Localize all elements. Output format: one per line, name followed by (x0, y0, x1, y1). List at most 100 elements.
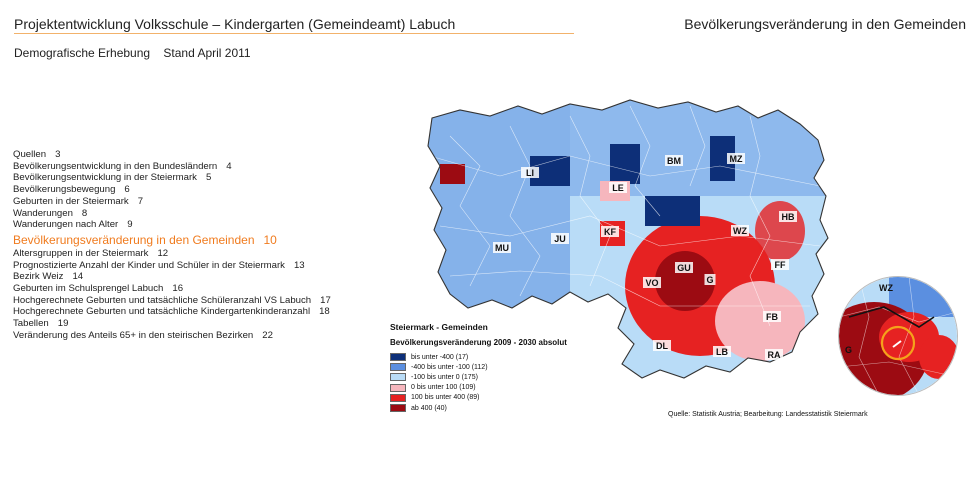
toc-item[interactable]: Prognostizierte Anzahl der Kinder und Sc… (13, 260, 331, 272)
source-note: Quelle: Statistik Austria; Bearbeitung: … (668, 411, 868, 418)
district-label-bg (521, 167, 539, 178)
legend-entry: 0 bis unter 100 (109) (390, 383, 567, 393)
toc-item[interactable]: Wanderungen nach Alter 9 (13, 219, 331, 231)
toc-item-label: Wanderungen (13, 207, 73, 219)
toc-item-label: Bevölkerungsbewegung (13, 184, 116, 196)
toc-item-label: Prognostizierte Anzahl der Kinder und Sc… (13, 259, 285, 271)
district-label-bg (665, 155, 683, 166)
page-title: Bevölkerungsveränderung in den Gemeinden (684, 16, 966, 32)
map-legend: Steiermark - Gemeinden Bevölkerungsverän… (390, 322, 567, 413)
district-label-ra: RA (768, 350, 781, 360)
toc-item[interactable]: Geburten in der Steiermark 7 (13, 196, 331, 208)
toc-item-page: 8 (81, 207, 88, 219)
district-label-le: LE (612, 183, 624, 193)
district-label-hb: HB (782, 212, 795, 222)
toc-item[interactable]: Hochgerechnete Geburten und tatsächliche… (13, 306, 331, 318)
toc-item[interactable]: Wanderungen 8 (13, 208, 331, 220)
zoom-inset-map: WZ G (839, 277, 957, 395)
toc-item-label: Hochgerechnete Geburten und tatsächliche… (13, 306, 311, 318)
toc-item[interactable]: Hochgerechnete Geburten und tatsächliche… (13, 295, 331, 307)
inset-label-g: G (845, 345, 852, 355)
toc-item-label: Hochgerechnete Geburten und tatsächliche… (13, 294, 312, 306)
toc-item-label: Geburten in der Steiermark (13, 195, 129, 207)
legend-swatch (390, 404, 406, 413)
toc-item-page: 22 (262, 329, 273, 341)
styria-outline (427, 99, 829, 379)
district-label-ju: JU (554, 234, 566, 244)
toc-item[interactable]: Bevölkerungsentwicklung in der Steiermar… (13, 172, 331, 184)
survey-label: Demografische Erhebung (14, 46, 151, 60)
legend-entry: -400 bis unter -100 (112) (390, 362, 567, 372)
toc-item[interactable]: Quellen 3 (13, 149, 331, 161)
toc-item[interactable]: Bevölkerungsbewegung 6 (13, 184, 331, 196)
district-label-bg (765, 349, 783, 360)
toc-item-page: 12 (157, 247, 169, 259)
legend-entry: -100 bis unter 0 (175) (390, 372, 567, 382)
toc-item-label: Altersgruppen in der Steiermark (13, 247, 149, 259)
toc-item[interactable]: Bevölkerungsentwicklung in den Bundeslän… (13, 161, 331, 173)
district-label-wz: WZ (733, 226, 747, 236)
date-label: Stand April 2011 (163, 46, 251, 60)
legend-entry: ab 400 (40) (390, 403, 567, 413)
region-le-dark (645, 196, 700, 226)
styria-map: LI BM MZ LE HB KF WZ MU JU GU G FF VO FB DL LB RA (420, 96, 840, 386)
document-title: Projektentwicklung Volksschule – Kinderg… (14, 16, 456, 32)
legend-entry: bis unter -400 (17) (390, 352, 567, 362)
legend-title: Steiermark - Gemeinden (390, 322, 488, 332)
zoom-inset: WZ G (838, 276, 958, 396)
district-label-bg (727, 153, 745, 164)
district-label-bg (763, 311, 781, 322)
district-label-fb: FB (766, 312, 778, 322)
district-label-mz: MZ (730, 154, 743, 164)
legend-subtitle: Bevölkerungsveränderung 2009 - 2030 abso… (390, 338, 567, 347)
district-label-kf: KF (604, 227, 616, 237)
toc-item-label: Veränderung des Anteils 65+ in den steir… (13, 329, 254, 341)
inset-label-wz: WZ (879, 283, 893, 293)
legend-label: 100 bis unter 400 (89) (411, 394, 480, 402)
table-of-contents: Quellen 3 Bevölkerungsentwicklung in den B… (13, 149, 331, 342)
choropleth-map: LI BM MZ LE HB KF WZ MU JU GU G FF VO FB DL LB RA (427, 99, 829, 379)
region-bm-dark (610, 144, 640, 184)
toc-item-label: Wanderungen nach Alter (13, 219, 119, 231)
legend-label: bis unter -400 (17) (411, 353, 469, 361)
highlight-point (892, 340, 902, 348)
legend-label: ab 400 (40) (411, 404, 447, 412)
toc-item[interactable]: Bevölkerungsveränderung in den Gemeinden… (13, 233, 331, 247)
district-label-bm: BM (667, 156, 681, 166)
toc-item-page: 10 (263, 232, 277, 247)
legend-swatch (390, 353, 406, 362)
toc-item-page: 6 (124, 184, 130, 196)
district-label-dl: DL (656, 341, 668, 351)
legend-label: 0 bis unter 100 (109) (411, 384, 476, 392)
district-label-bg (675, 262, 693, 273)
toc-item-page: 14 (72, 271, 84, 283)
toc-item-label: Geburten im Schulsprengel Labuch (13, 283, 164, 295)
district-label-bg (779, 211, 797, 222)
toc-item[interactable]: Altersgruppen in der Steiermark 12 (13, 248, 331, 260)
district-label-bg (493, 242, 511, 253)
district-label-bg (704, 274, 716, 285)
legend-label: -400 bis unter -100 (112) (411, 363, 488, 371)
toc-item-page: 3 (55, 149, 61, 160)
region-nw-red (440, 164, 465, 184)
header-divider (14, 33, 574, 34)
district-label-bg (771, 259, 789, 270)
toc-item-label: Bezirk Weiz (13, 271, 64, 283)
legend-entry: 100 bis unter 400 (89) (390, 393, 567, 403)
toc-item[interactable]: Bezirk Weiz 14 (13, 271, 331, 283)
toc-item-page: 16 (172, 283, 184, 295)
toc-item-label: Bevölkerungsveränderung in den Gemeinden (13, 232, 255, 247)
toc-item[interactable]: Geburten im Schulsprengel Labuch 16 (13, 283, 331, 295)
region-south-east (715, 281, 805, 361)
toc-item[interactable]: Veränderung des Anteils 65+ in den steir… (13, 330, 331, 342)
district-label-gu: GU (677, 263, 691, 273)
district-label-bg (551, 233, 569, 244)
legend-swatch (390, 373, 406, 382)
toc-item[interactable]: Tabellen 19 (13, 318, 331, 330)
district-label-mu: MU (495, 243, 509, 253)
toc-item-label: Quellen (13, 149, 47, 160)
subtitle: Demografische Erhebung Stand April 2011 (14, 46, 261, 60)
toc-item-page: 5 (205, 172, 212, 184)
toc-item-page: 7 (137, 195, 144, 207)
district-label-bg (653, 340, 671, 351)
